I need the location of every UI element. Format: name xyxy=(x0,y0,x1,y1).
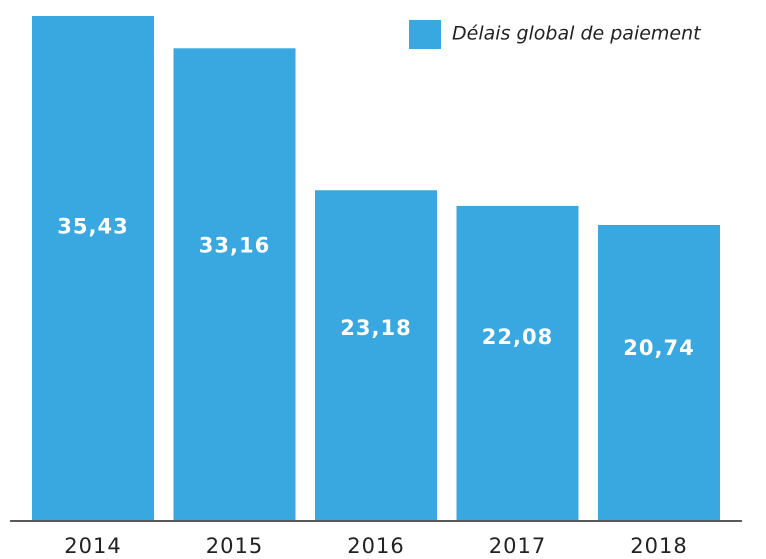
legend-swatch xyxy=(409,20,441,49)
value-label: 22,08 xyxy=(482,325,553,349)
x-tick-label: 2014 xyxy=(64,534,121,558)
value-label: 33,16 xyxy=(199,233,270,257)
bar xyxy=(598,224,720,520)
x-tick-label: 2016 xyxy=(347,534,404,558)
value-label: 35,43 xyxy=(57,215,128,239)
x-tick-label: 2015 xyxy=(206,534,263,558)
bar xyxy=(315,190,437,521)
bar xyxy=(173,48,296,520)
bar xyxy=(32,16,154,520)
x-tick-label: 2018 xyxy=(630,534,687,558)
value-label: 20,74 xyxy=(623,336,694,360)
value-label: 23,18 xyxy=(340,316,411,340)
legend-label: Délais global de paiement xyxy=(452,23,702,45)
x-tick-label: 2017 xyxy=(489,534,546,558)
bar xyxy=(456,205,579,520)
